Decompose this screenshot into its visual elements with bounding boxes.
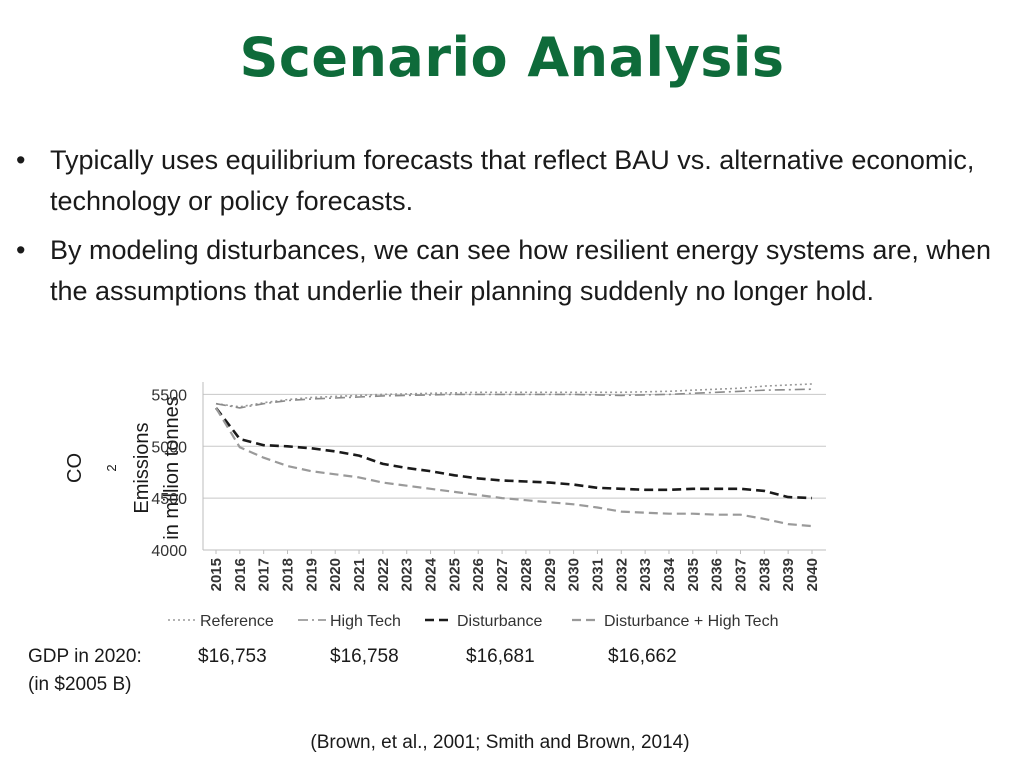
x-tick-label: 2022 [375, 558, 392, 591]
x-tick-label: 2016 [232, 558, 249, 591]
x-tick-label: 2036 [709, 558, 726, 591]
y-tick-label: 4000 [151, 543, 187, 560]
emissions-chart: 4000 4500 5000 5500 2015 2016 2017 2018 2019 2020… [151, 382, 826, 630]
x-tick-label: 2027 [494, 558, 511, 591]
x-tick-label: 2019 [303, 558, 320, 591]
x-tick-label: 2033 [637, 558, 654, 591]
legend-label-high-tech: High Tech [330, 613, 401, 630]
legend-label-disturbance: Disturbance [457, 613, 542, 630]
x-tick-label: 2015 [208, 558, 225, 591]
x-tick-label: 2018 [280, 558, 297, 591]
bullet-glyph: • [16, 145, 26, 175]
x-tick-label: 2034 [661, 557, 678, 591]
slide-title: Scenario Analysis [239, 26, 785, 89]
bullet-glyph: • [16, 235, 26, 265]
x-tick-label: 2026 [470, 558, 487, 591]
x-tick-label: 2037 [732, 558, 749, 591]
series-line-reference [215, 383, 813, 408]
legend-label-disturbance-high-tech: Disturbance + High Tech [604, 613, 778, 630]
gdp-value-disturbance: $16,681 [466, 646, 535, 667]
gdp-value-high-tech: $16,758 [330, 646, 399, 667]
x-tick-label: 2028 [518, 558, 535, 591]
gdp-unit: (in $2005 B) [28, 674, 132, 695]
x-tick-label: 2031 [589, 558, 606, 591]
x-tick-label: 2023 [399, 558, 416, 591]
x-tick-label: 2025 [446, 558, 463, 591]
y-tick-label: 5500 [151, 387, 187, 404]
series-line-disturbance [214, 407, 813, 500]
bullet-item: • By modeling disturbances, we can see h… [14, 230, 1004, 312]
y-tick-label: 4500 [151, 491, 187, 508]
gdp-label-block: GDP in 2020: (in $2005 B) [28, 643, 142, 699]
x-tick-label: 2024 [423, 557, 440, 591]
series-line-disturbance-high-tech [215, 407, 813, 528]
x-tick-label: 2038 [756, 558, 773, 591]
x-tick-label: 2029 [542, 558, 559, 591]
legend-label-reference: Reference [200, 613, 274, 630]
citation: (Brown, et al., 2001; Smith and Brown, 2… [310, 732, 690, 753]
x-tick-label: 2020 [327, 558, 344, 591]
gdp-value-reference: $16,753 [198, 646, 267, 667]
series-line-high-tech [215, 388, 813, 409]
x-tick-label: 2017 [256, 558, 273, 591]
x-tick-label: 2035 [685, 558, 702, 591]
y-tick-label: 5000 [151, 439, 187, 456]
bullet-list: • Typically uses equilibrium forecasts t… [14, 140, 1004, 320]
x-tick-label: 2030 [566, 558, 583, 591]
x-tick-label: 2040 [804, 558, 821, 591]
x-tick-label: 2021 [351, 558, 368, 591]
gdp-value-disturbance-high-tech: $16,662 [608, 646, 677, 667]
gdp-label: GDP in 2020: [28, 646, 142, 667]
bullet-item: • Typically uses equilibrium forecasts t… [14, 140, 1004, 222]
x-tick-label: 2039 [780, 558, 797, 591]
bullet-text: By modeling disturbances, we can see how… [50, 235, 991, 306]
x-tick-label: 2032 [613, 558, 630, 591]
bullet-text: Typically uses equilibrium forecasts tha… [50, 145, 975, 216]
